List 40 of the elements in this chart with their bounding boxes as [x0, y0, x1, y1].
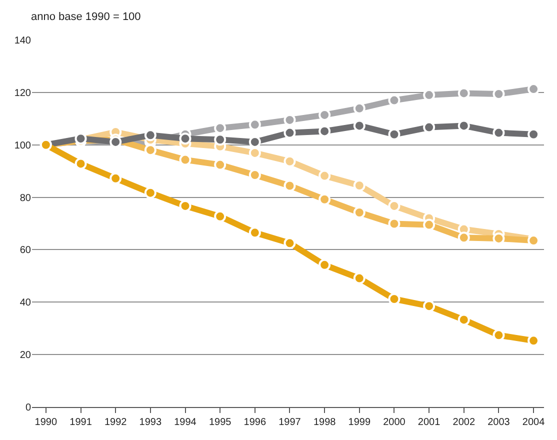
point — [318, 258, 331, 271]
x-tick-label: 2000 — [383, 417, 406, 428]
x-tick-label: 1992 — [104, 417, 128, 428]
y-axis-title: anno base 1990 = 100 — [31, 11, 141, 23]
y-tick-label: 40 — [20, 298, 32, 309]
y-tick-label: 120 — [14, 88, 32, 99]
y-tick-label: 100 — [14, 140, 32, 152]
x-tick-label: 2003 — [488, 417, 510, 428]
x-tick-label: 2004 — [522, 417, 546, 428]
x-tick-label: 1997 — [278, 417, 302, 428]
point — [179, 200, 192, 212]
x-tick-label: 1998 — [313, 417, 336, 428]
x-tick-label: 1996 — [244, 417, 266, 428]
point — [423, 218, 436, 231]
y-tick-label: 80 — [20, 192, 32, 204]
point — [284, 180, 296, 192]
point — [353, 272, 366, 284]
point — [74, 158, 87, 170]
point — [318, 193, 331, 206]
point — [144, 186, 156, 199]
point — [284, 237, 296, 250]
point — [248, 169, 261, 181]
point — [458, 314, 470, 326]
x-tick-label: 1991 — [70, 417, 92, 428]
point — [179, 132, 192, 145]
point — [353, 206, 366, 218]
x-tick-label: 1999 — [348, 417, 371, 428]
x-tick-label: 1993 — [139, 417, 162, 428]
y-tick-label: 140 — [14, 36, 32, 46]
point — [423, 300, 436, 312]
x-tick-label: 1994 — [174, 417, 197, 428]
y-tick-label: 0 — [25, 402, 32, 414]
x-tick-label: 1995 — [208, 417, 232, 428]
x-tick-label: 2002 — [452, 417, 476, 428]
y-tick-label: 60 — [20, 245, 32, 256]
point — [388, 200, 400, 212]
x-tick-label: 1990 — [34, 417, 58, 428]
point — [110, 172, 122, 184]
x-tick-label: 2001 — [418, 417, 441, 428]
y-tick-label: 20 — [20, 350, 32, 362]
